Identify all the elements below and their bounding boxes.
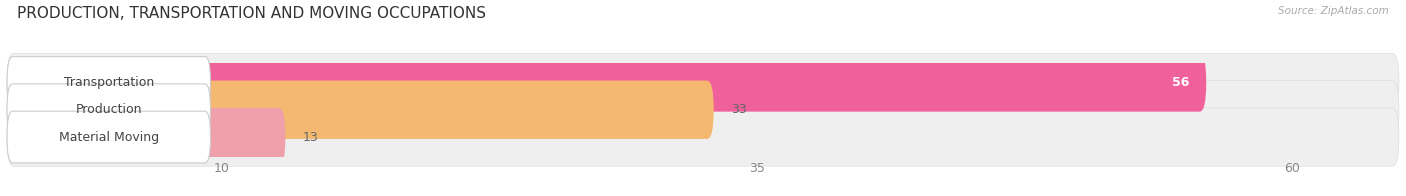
FancyBboxPatch shape xyxy=(7,53,1399,112)
Text: 33: 33 xyxy=(731,103,747,116)
Text: 56: 56 xyxy=(1171,76,1189,89)
FancyBboxPatch shape xyxy=(7,81,714,139)
FancyBboxPatch shape xyxy=(7,108,285,166)
Text: PRODUCTION, TRANSPORTATION AND MOVING OCCUPATIONS: PRODUCTION, TRANSPORTATION AND MOVING OC… xyxy=(17,6,486,21)
FancyBboxPatch shape xyxy=(7,53,1206,112)
FancyBboxPatch shape xyxy=(7,111,211,163)
Text: 13: 13 xyxy=(302,131,318,143)
Text: Transportation: Transportation xyxy=(63,76,153,89)
Text: Material Moving: Material Moving xyxy=(59,131,159,143)
Text: Source: ZipAtlas.com: Source: ZipAtlas.com xyxy=(1278,6,1389,16)
FancyBboxPatch shape xyxy=(7,57,211,108)
FancyBboxPatch shape xyxy=(7,84,211,136)
FancyBboxPatch shape xyxy=(7,81,1399,139)
Text: Production: Production xyxy=(76,103,142,116)
FancyBboxPatch shape xyxy=(7,108,1399,166)
